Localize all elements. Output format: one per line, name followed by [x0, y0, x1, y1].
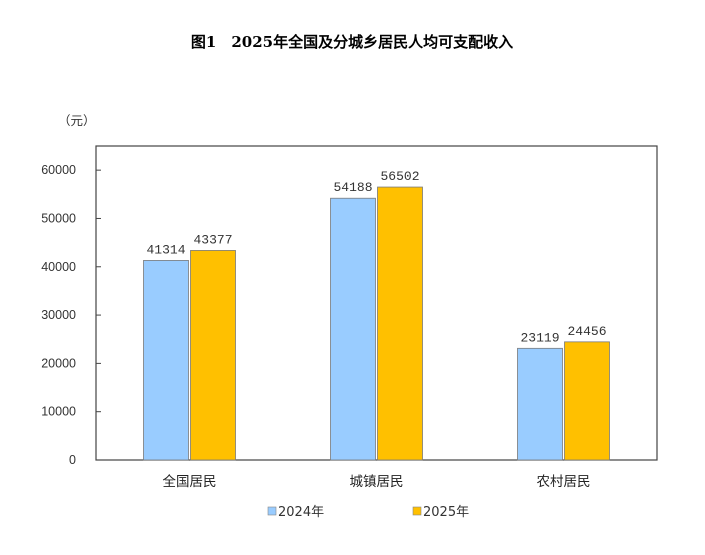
plot-area: [95, 145, 658, 461]
bar-2025: [377, 186, 423, 461]
bar-2024: [143, 260, 189, 461]
legend: 2024年 2025年: [267, 505, 469, 520]
data-label: 43377: [193, 232, 232, 247]
data-label: 54188: [333, 180, 372, 195]
y-tick-label: 50000: [41, 211, 76, 225]
bar-2024: [330, 197, 376, 461]
y-tick-label: 30000: [41, 308, 76, 322]
x-category-label: 城镇居民: [350, 474, 404, 490]
bars: 41314 43377 54188 56502 23119 24456: [143, 169, 610, 461]
y-tick-label: 20000: [41, 356, 76, 370]
bar-2025: [564, 341, 610, 461]
y-axis: 0 10000 20000 30000 40000 50000 60000: [41, 163, 101, 467]
x-axis: 全国居民 城镇居民 农村居民: [163, 473, 591, 490]
data-label: 56502: [380, 169, 419, 184]
y-axis-unit-label: （元）: [58, 114, 96, 128]
data-label: 41314: [146, 242, 185, 257]
data-label: 24456: [567, 324, 606, 339]
y-tick-label: 0: [69, 453, 76, 467]
x-category-label: 全国居民: [163, 473, 217, 490]
data-label: 23119: [520, 330, 559, 345]
chart-title: 图1 2025年全国及分城乡居民人均可支配收入: [191, 33, 513, 51]
legend-swatch: [412, 506, 422, 516]
x-category-label: 农村居民: [537, 474, 591, 490]
y-tick-label: 40000: [41, 260, 76, 274]
legend-label: 2024年: [278, 505, 324, 520]
bar-2025: [190, 250, 236, 461]
y-tick-label: 10000: [41, 405, 76, 419]
legend-label: 2025年: [423, 505, 469, 520]
legend-swatch: [267, 506, 277, 516]
y-tick-label: 60000: [41, 163, 76, 177]
bar-2024: [517, 347, 563, 461]
